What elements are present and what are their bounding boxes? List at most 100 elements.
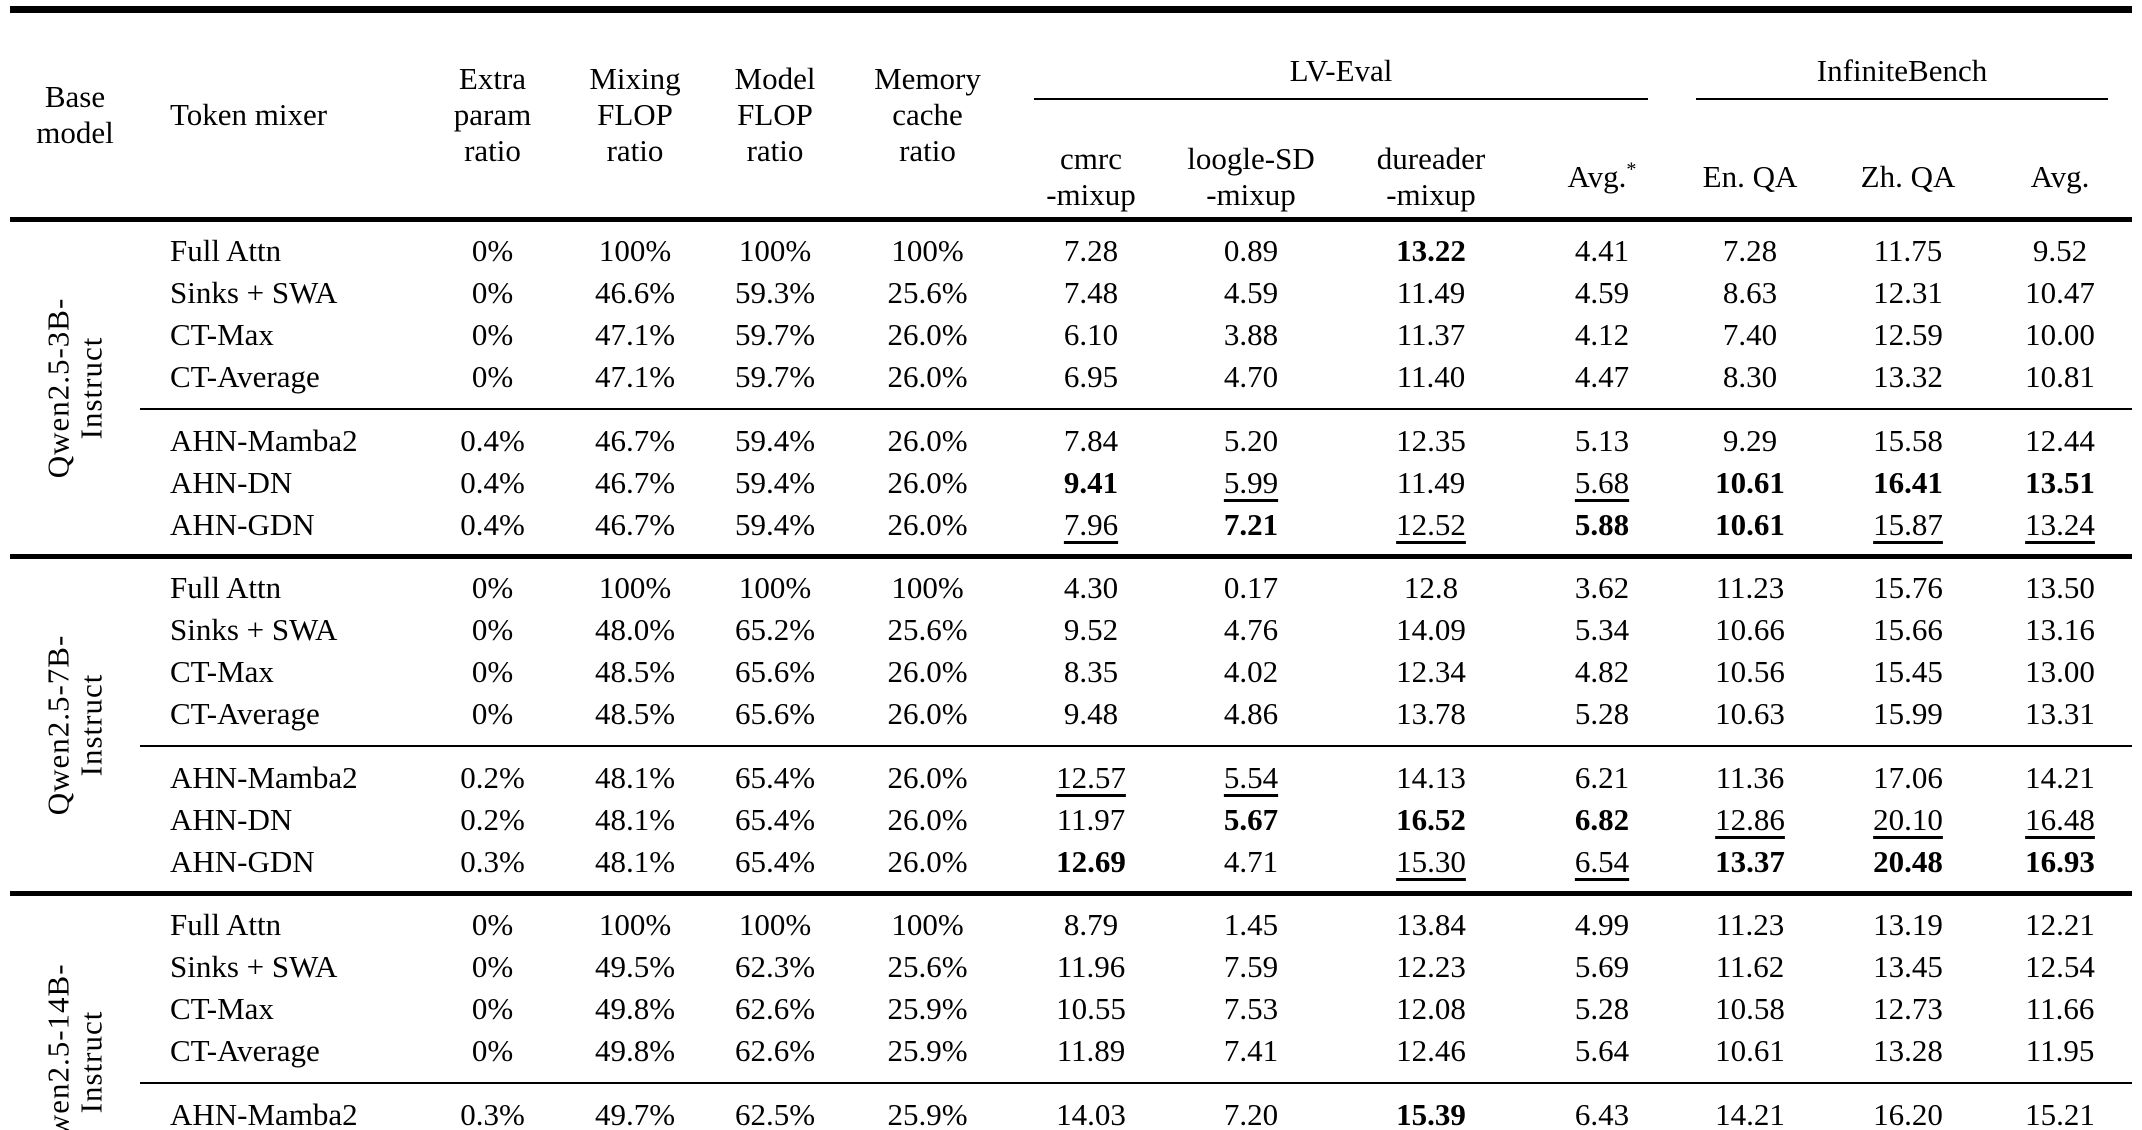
token-mixer-cell: AHN-GDN (170, 507, 315, 543)
avg-footnote-marker: * (1626, 158, 1637, 181)
value-cell: 12.69 (1056, 844, 1126, 880)
value-cell: 25.6% (887, 949, 968, 985)
value-cell: 12.86 (1715, 802, 1785, 838)
value-cell: 26.0% (887, 802, 968, 838)
value-cell: 25.6% (887, 275, 968, 311)
value-cell: 0.4% (460, 507, 525, 543)
base-model-rotated-text: Qwen2.5-3B- Instruct (40, 298, 109, 479)
value-cell: 65.6% (734, 696, 816, 732)
value-cell: 12.44 (1988, 408, 2133, 463)
header-dureader-mixup: dureader -mixup (1376, 140, 1486, 212)
value-cell: 0% (471, 949, 514, 985)
token-mixer-cell: Sinks + SWA (170, 949, 338, 985)
lv-eval-label: LV-Eval (1034, 49, 1649, 100)
group-qwen2-5-14b-instruct: Qwen2.5-14B- Instruct Full Attn 0% 100% 100%… (10, 893, 2133, 1130)
value-cell: 6.43 (1532, 1082, 1673, 1130)
value-cell: 15.99 (1873, 696, 1943, 732)
value-cell: 17.06 (1828, 745, 1989, 800)
value-cell: 12.34 (1396, 654, 1466, 690)
avg-label: Avg. (1567, 158, 1627, 194)
value-cell: 7.59 (1223, 949, 1279, 985)
value-cell: 5.69 (1574, 949, 1630, 985)
value-cell: 20.10 (1873, 802, 1943, 838)
table-row: CT-Average 0% 48.5% 65.6% 26.0% 9.48 4.86 13.78… (10, 693, 2132, 746)
value-cell: 49.7% (565, 1082, 705, 1130)
table-row: CT-Average 0% 47.1% 59.7% 26.0% 6.95 4.70 11.40… (10, 356, 2132, 409)
value-cell: 3.62 (1574, 570, 1630, 606)
value-cell: 13.32 (1873, 359, 1943, 395)
table-row: AHN-GDN 0.4% 46.7% 59.4% 26.0% 7.96 7.21 12.52 5… (10, 504, 2132, 557)
value-cell: 11.36 (1672, 745, 1829, 800)
value-cell: 5.28 (1574, 991, 1630, 1027)
table-row: CT-Max 0% 49.8% 62.6% 25.9% 10.55 7.53 12.08 5.2… (10, 988, 2132, 1030)
value-cell: 100% (738, 907, 812, 943)
value-cell: 5.64 (1574, 1033, 1630, 1069)
value-cell: 65.4% (734, 844, 816, 880)
base-model-label: Qwen2.5-14B- Instruct (10, 894, 140, 1130)
value-cell: 5.28 (1574, 696, 1630, 732)
value-cell: 10.55 (1056, 991, 1126, 1027)
value-cell: 48.5% (594, 696, 676, 732)
value-cell: 48.1% (594, 802, 676, 838)
value-cell: 13.45 (1873, 949, 1943, 985)
value-cell: 10.47 (2025, 275, 2095, 311)
value-cell: 62.6% (734, 1033, 816, 1069)
value-cell: 4.76 (1223, 612, 1279, 648)
value-cell: 7.48 (1063, 275, 1119, 311)
header-memory-cache-ratio: Memory cache ratio (874, 61, 981, 169)
value-cell: 10.00 (2025, 317, 2095, 353)
value-cell: 12.52 (1396, 507, 1466, 543)
value-cell: 13.19 (1873, 907, 1943, 943)
value-cell: 59.7% (734, 359, 816, 395)
token-mixer-cell: Sinks + SWA (170, 612, 338, 648)
table-row: CT-Average 0% 49.8% 62.6% 25.9% 11.89 7.41 12.4… (10, 1030, 2132, 1083)
value-cell: 0% (471, 317, 514, 353)
table-row: CT-Max 0% 47.1% 59.7% 26.0% 6.10 3.88 11.37 4.12… (10, 314, 2132, 356)
value-cell: 26.0% (887, 654, 968, 690)
value-cell: 100% (598, 907, 672, 943)
value-cell: 62.5% (705, 1082, 845, 1130)
token-mixer-cell: AHN-DN (170, 802, 293, 838)
value-cell: 62.6% (734, 991, 816, 1027)
value-cell: 7.21 (1223, 507, 1279, 543)
value-cell: 13.37 (1715, 844, 1785, 880)
value-cell: 13.84 (1396, 907, 1466, 943)
value-cell: 11.40 (1396, 359, 1466, 395)
value-cell: 59.4% (734, 465, 816, 501)
value-cell: 62.3% (734, 949, 816, 985)
value-cell: 11.96 (1056, 949, 1126, 985)
value-cell: 0% (471, 1033, 514, 1069)
value-cell: 100% (598, 233, 672, 269)
value-cell: 12.46 (1396, 1033, 1466, 1069)
value-cell: 0.2% (420, 745, 565, 800)
value-cell: 5.54 (1172, 745, 1330, 800)
header-token-mixer: Token mixer (170, 97, 328, 133)
token-mixer-cell: CT-Max (170, 317, 274, 353)
header-loogle-sd-mixup: loogle-SD -mixup (1187, 140, 1315, 212)
value-cell: 0.17 (1223, 570, 1279, 606)
table-row: Qwen2.5-3B- Instruct Full Attn 0% 100% 100% 1… (10, 220, 2132, 478)
value-cell: 4.59 (1223, 275, 1279, 311)
value-cell: 49.8% (594, 1033, 676, 1069)
value-cell: 26.0% (845, 408, 1010, 463)
infinitebench-label: InfiniteBench (1696, 49, 2109, 100)
token-mixer-cell: CT-Average (170, 1033, 320, 1069)
table-header: Base model Token mixer Extra param ratio… (10, 10, 2133, 220)
value-cell: 6.82 (1574, 802, 1630, 838)
value-cell: 12.23 (1396, 949, 1466, 985)
token-mixer-cell: Full Attn (170, 570, 282, 606)
value-cell: 47.1% (594, 317, 676, 353)
table-row: AHN-GDN 0.3% 48.1% 65.4% 26.0% 12.69 4.71 15.30… (10, 841, 2132, 894)
value-cell: 4.59 (1574, 275, 1630, 311)
value-cell: 13.50 (2025, 570, 2095, 606)
value-cell: 48.0% (594, 612, 676, 648)
table-row: Sinks + SWA 0% 49.5% 62.3% 25.6% 11.96 7.59 12.… (10, 946, 2132, 988)
header-extra-param-ratio: Extra param ratio (453, 61, 532, 169)
value-cell: 10.58 (1715, 991, 1785, 1027)
base-model-label: Qwen2.5-3B- Instruct (10, 220, 140, 557)
table-row: Qwen2.5-7B- Instruct Full Attn 0% 100% 100% 1… (10, 557, 2132, 815)
value-cell: 0.4% (460, 465, 525, 501)
table-row: Sinks + SWA 0% 46.6% 59.3% 25.6% 7.48 4.59 11.4… (10, 272, 2132, 314)
value-cell: 100% (598, 570, 672, 606)
value-cell: 12.08 (1396, 991, 1466, 1027)
